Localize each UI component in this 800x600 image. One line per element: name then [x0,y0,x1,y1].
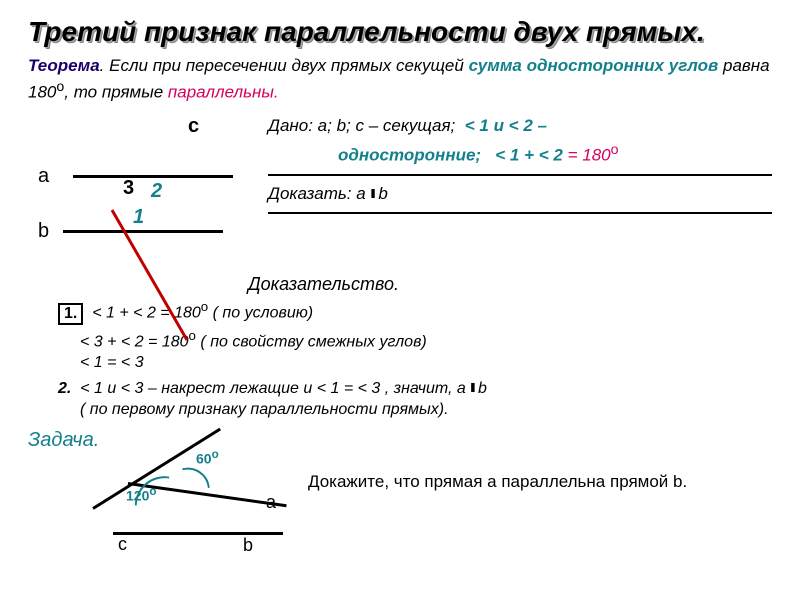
task-label-c: с [118,534,127,555]
proof-steps: 1. < 1 + < 2 = 180о ( по условию) < 3 + … [28,299,772,419]
step-1-num: 1. [58,303,83,325]
angle-120: 120о [126,485,156,504]
angle-1: 1 [133,206,144,229]
slide-title: Третий признак параллельности двух прямы… [28,16,772,48]
angle-60: 60о [196,448,219,467]
theorem-statement: Теорема. Если при пересечении двух прямы… [28,54,772,104]
angle-3: 3 [123,177,134,200]
label-a: а [38,165,49,188]
diagram-top: а b с 3 2 1 [28,110,258,270]
diagram-bottom: а b с 60о 120о [28,452,298,562]
angle-2: 2 [151,180,162,203]
task-line-b [113,532,283,535]
theorem-label: Теорема [28,56,100,75]
divider-1 [268,174,772,176]
theorem-parallel: параллельны [168,83,274,102]
divider-2 [268,212,772,214]
line-b [63,230,223,233]
proof-header: Доказательство. [248,274,772,295]
task-label: Задача. [28,429,772,452]
label-c: с [188,115,199,138]
label-b: b [38,220,49,243]
task-label-a: а [266,492,276,513]
given-block: Дано: а; b; c – секущая; < 1 и < 2 – одн… [258,110,772,222]
theorem-keyphrase: сумма односторонних углов [469,56,719,75]
step-2-num: 2. [58,380,71,397]
task-text: Докажите, что прямая а параллельна прямо… [298,452,772,492]
line-a [73,175,233,178]
task-label-b: b [243,535,253,556]
arc-60-icon [182,464,210,492]
